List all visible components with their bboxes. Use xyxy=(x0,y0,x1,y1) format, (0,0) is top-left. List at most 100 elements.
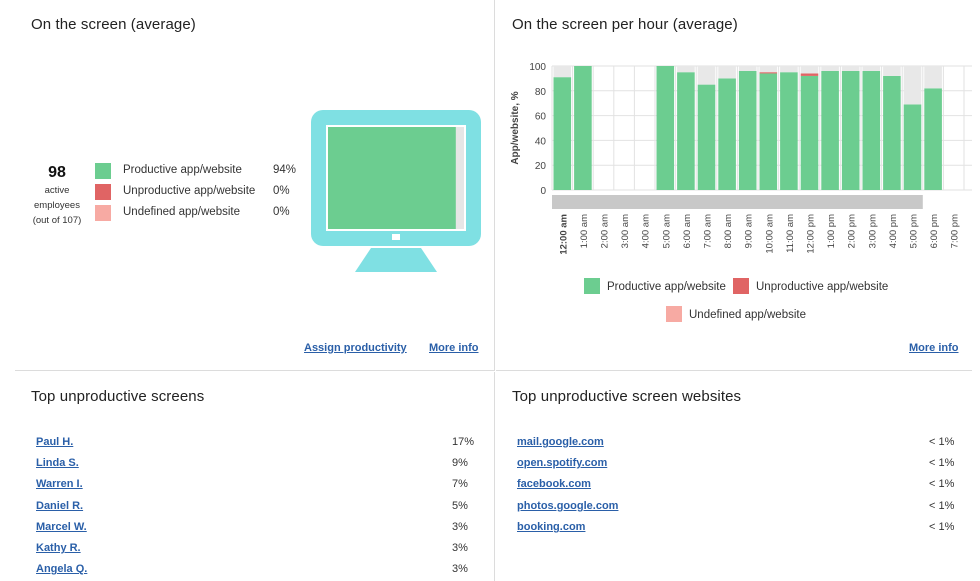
employees-label: employees xyxy=(34,200,80,211)
bar-productive xyxy=(841,70,860,190)
undefined-swatch xyxy=(95,205,111,221)
bar-productive xyxy=(553,77,572,190)
bar-undefined xyxy=(862,66,881,71)
bar-undefined xyxy=(780,66,798,73)
bar-productive xyxy=(903,104,922,190)
monitor-power-led xyxy=(392,234,400,240)
list-item-link[interactable]: Marcel W. xyxy=(36,520,87,533)
bar-productive xyxy=(883,75,901,190)
list-item-link[interactable]: Angela Q. xyxy=(36,563,88,576)
bar-productive xyxy=(821,70,839,190)
assign-productivity-link[interactable]: Assign productivity xyxy=(304,342,407,354)
panel-title: On the screen (average) xyxy=(31,16,196,33)
bar-productive xyxy=(718,78,736,190)
bar-undefined xyxy=(553,66,572,78)
list-item-link[interactable]: Kathy R. xyxy=(36,542,81,554)
bar-productive xyxy=(862,70,881,190)
bar-productive xyxy=(759,73,778,190)
bar-undefined xyxy=(841,66,860,71)
bar-productive xyxy=(677,72,695,190)
x-tick-label: 3:00 pm xyxy=(867,214,878,248)
x-tick-label: 5:00 am xyxy=(661,214,672,248)
bar-productive xyxy=(574,66,592,190)
bar-unproductive xyxy=(759,72,778,74)
bar-undefined xyxy=(738,66,757,71)
list-item-link[interactable]: Warren I. xyxy=(36,478,83,491)
bar-undefined xyxy=(800,66,819,74)
active-label: active xyxy=(44,185,70,196)
y-tick-label: 20 xyxy=(535,161,547,172)
x-tick-label: 2:00 am xyxy=(600,214,611,248)
x-tick-label: 5:00 pm xyxy=(909,214,920,248)
list-item-link[interactable]: booking.com xyxy=(517,520,586,533)
panel-title: Top unproductive screens xyxy=(31,388,205,405)
legend-unproductive: Unproductive app/website 0% xyxy=(95,184,295,200)
y-tick-label: 60 xyxy=(535,112,547,123)
legend-percent: 94% xyxy=(273,164,297,176)
list-item-link[interactable]: open.spotify.com xyxy=(517,457,608,470)
list-item-value: 3% xyxy=(452,542,468,554)
monitor-stand xyxy=(355,248,437,272)
list-item-value: 9% xyxy=(452,457,468,470)
more-info-link[interactable]: More info xyxy=(909,342,959,354)
x-tick-label: 1:00 pm xyxy=(826,214,837,248)
legend-undefined: Undefined app/website 0% xyxy=(95,205,295,221)
list-item-value: < 1% xyxy=(929,436,955,448)
x-tick-label: 12:00 pm xyxy=(806,214,817,254)
time-range-bar xyxy=(552,195,923,209)
x-tick-label: 11:00 am xyxy=(785,214,796,253)
monitor-icon xyxy=(311,110,481,272)
legend-label: Undefined app/website xyxy=(689,309,806,321)
legend-swatch xyxy=(733,278,749,294)
list-item-value: 5% xyxy=(452,499,468,512)
x-tick-label: 3:00 am xyxy=(620,214,631,248)
bar-undefined xyxy=(924,66,942,89)
list-item-value: 3% xyxy=(452,520,468,533)
x-tick-label: 4:00 pm xyxy=(888,214,899,248)
list-item-link[interactable]: Linda S. xyxy=(36,457,79,470)
list-item-value: 7% xyxy=(452,478,468,491)
list-item-value: < 1% xyxy=(929,457,955,470)
bar-unproductive xyxy=(800,73,819,76)
x-tick-label: 7:00 am xyxy=(703,214,714,248)
bar-undefined xyxy=(697,66,716,85)
y-axis-label: App/website, % xyxy=(510,91,521,164)
hourly-bar-chart: 0 20 40 60 80 100 App/website, % 12:00 am 1:00 a… xyxy=(510,62,972,322)
bar-productive xyxy=(738,70,757,190)
bar-undefined xyxy=(821,66,839,71)
legend-label: Productive app/website xyxy=(607,281,726,293)
productive-swatch xyxy=(95,163,111,179)
legend-label: Productive app/website xyxy=(123,164,242,176)
active-employees-count: 98 xyxy=(48,164,66,181)
list-item-link[interactable]: Paul H. xyxy=(36,436,74,448)
list-item-link[interactable]: mail.google.com xyxy=(517,436,604,448)
x-tick-label: 6:00 pm xyxy=(929,214,940,248)
legend-swatch xyxy=(666,306,682,322)
x-tick-label: 6:00 am xyxy=(682,214,693,248)
x-tick-label: 9:00 am xyxy=(744,214,755,248)
legend-label: Unproductive app/website xyxy=(123,185,256,197)
bar-undefined xyxy=(718,66,736,79)
list-item-link[interactable]: Daniel R. xyxy=(36,499,84,512)
list-item-value: 3% xyxy=(452,563,468,576)
x-tick-label: 12:00 am xyxy=(558,214,569,255)
panel-title: Top unproductive screen websites xyxy=(512,388,742,405)
list-item-link[interactable]: photos.google.com xyxy=(517,499,619,512)
monitor-screen-productive xyxy=(328,127,456,229)
bar-productive xyxy=(924,88,942,190)
bar-productive xyxy=(656,66,675,190)
legend-productive: Productive app/website 94% xyxy=(95,163,297,179)
legend-swatch xyxy=(584,278,600,294)
list-item-link[interactable]: facebook.com xyxy=(517,478,591,491)
legend-percent: 0% xyxy=(273,206,290,218)
legend-percent: 0% xyxy=(273,185,290,197)
total-employees-label: (out of 107) xyxy=(32,215,82,226)
active-employees-summary: 98 active employees (out of 107) xyxy=(27,164,87,227)
list-item-value: < 1% xyxy=(929,478,955,491)
bar-undefined xyxy=(903,66,922,105)
bar-undefined xyxy=(883,66,901,76)
more-info-link[interactable]: More info xyxy=(429,342,479,354)
list-item-value: < 1% xyxy=(929,499,955,512)
x-tick-label: 2:00 pm xyxy=(847,214,858,248)
y-tick-label: 100 xyxy=(529,62,546,73)
